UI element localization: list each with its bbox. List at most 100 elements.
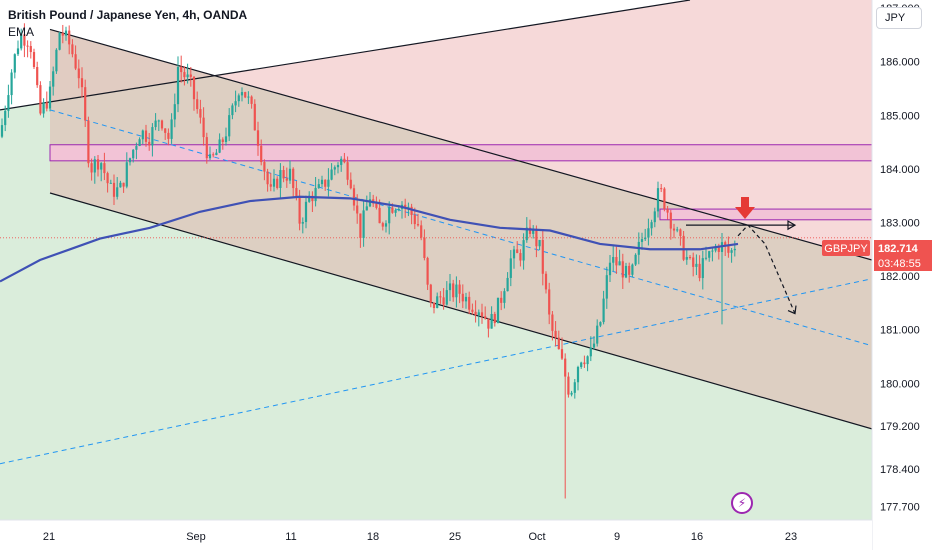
y-tick-label: 178.400	[880, 464, 920, 476]
candle-body	[724, 242, 727, 246]
candle-body	[666, 209, 669, 213]
candle-body	[538, 239, 541, 247]
candle-body	[477, 312, 480, 316]
candle-body	[580, 362, 583, 368]
candle-body	[711, 250, 714, 252]
candle-body	[701, 258, 704, 279]
candle-body	[423, 237, 426, 258]
candlesticks	[0, 23, 736, 499]
candle-body	[221, 139, 224, 143]
channel-lower-line	[49, 192, 872, 430]
candle-body	[503, 291, 506, 303]
candle-body	[676, 229, 679, 231]
candle-body	[548, 289, 551, 315]
candle-body	[519, 253, 522, 261]
candle-body	[727, 245, 730, 253]
candle-body	[192, 76, 196, 100]
candle-body	[250, 96, 253, 104]
candle-body	[125, 162, 128, 187]
candle-body	[349, 179, 352, 189]
candle-body	[436, 296, 439, 309]
candle-body	[708, 251, 711, 258]
candle-body	[32, 52, 36, 68]
candle-body	[368, 199, 372, 207]
candle-body	[471, 309, 474, 312]
candle-body	[631, 264, 634, 275]
lightning-icon[interactable]: ⚡	[731, 492, 753, 514]
candle-body	[13, 54, 16, 73]
candle-body	[656, 188, 660, 212]
time-axis: 21 Sep 11 18 25 Oct 9 16 23	[0, 519, 872, 550]
candle-body	[240, 92, 244, 96]
candle-body	[688, 257, 692, 259]
candle-body	[157, 120, 160, 122]
candle-body	[589, 347, 592, 357]
candle-body	[621, 261, 624, 278]
candle-body	[48, 86, 52, 109]
projection-path	[737, 224, 796, 314]
candle-body	[458, 284, 461, 294]
candle-body	[583, 362, 586, 365]
candle-body	[650, 222, 653, 229]
candle-body	[602, 298, 605, 323]
x-tick-label: 23	[785, 531, 797, 543]
rising-trendline	[0, 0, 691, 111]
candle-body	[61, 32, 64, 36]
candle-body	[596, 325, 599, 344]
candle-body	[695, 263, 698, 267]
candle-body	[16, 48, 20, 55]
candle-body	[522, 240, 525, 261]
candle-body	[29, 46, 32, 53]
candle-body	[128, 158, 132, 163]
candle-body	[679, 229, 682, 236]
candle-body	[90, 163, 93, 173]
candle-body	[87, 120, 90, 164]
candle-body	[103, 163, 106, 174]
price-label: 182.714	[878, 243, 919, 255]
candle-body	[388, 207, 391, 224]
candle-body	[509, 258, 512, 278]
candle-body	[343, 158, 346, 163]
candle-body	[311, 195, 314, 202]
candle-body	[564, 358, 567, 377]
candle-body	[592, 343, 596, 348]
candle-body	[263, 162, 266, 172]
candle-body	[42, 102, 45, 114]
currency-button[interactable]: JPY	[876, 7, 922, 29]
candle-body	[26, 45, 29, 47]
candle-body	[615, 256, 618, 266]
candle-body	[23, 34, 26, 46]
candle-body	[7, 95, 10, 111]
candle-body	[84, 87, 87, 121]
candle-body	[116, 187, 119, 197]
y-tick-label: 185.000	[880, 110, 920, 122]
candle-body	[490, 313, 493, 329]
target-arrowhead	[787, 220, 797, 231]
candle-body	[468, 296, 471, 310]
candle-body	[141, 130, 144, 140]
candle-body	[218, 139, 221, 153]
candle-body	[119, 182, 122, 188]
candle-body	[196, 99, 199, 110]
candle-body	[420, 225, 423, 238]
candle-body	[685, 257, 688, 260]
candle-body	[660, 188, 663, 190]
candle-body	[324, 179, 327, 187]
resistance-zone-2	[659, 208, 872, 221]
candle-body	[429, 284, 432, 303]
candle-body	[413, 214, 416, 225]
x-tick-label: 18	[367, 531, 379, 543]
candle-body	[573, 382, 576, 393]
candle-body	[256, 130, 260, 146]
y-tick-label: 177.700	[880, 502, 920, 514]
candle-body	[704, 257, 708, 259]
candle-body	[464, 296, 468, 302]
candle-body	[160, 120, 164, 129]
candle-body	[282, 170, 285, 179]
candle-body	[138, 139, 141, 147]
x-tick-label: Oct	[528, 531, 545, 543]
red-down-arrow-icon	[735, 197, 755, 219]
chart-legend: British Pound / Japanese Yen, 4h, OANDA …	[8, 7, 247, 41]
candle-body	[682, 235, 685, 260]
